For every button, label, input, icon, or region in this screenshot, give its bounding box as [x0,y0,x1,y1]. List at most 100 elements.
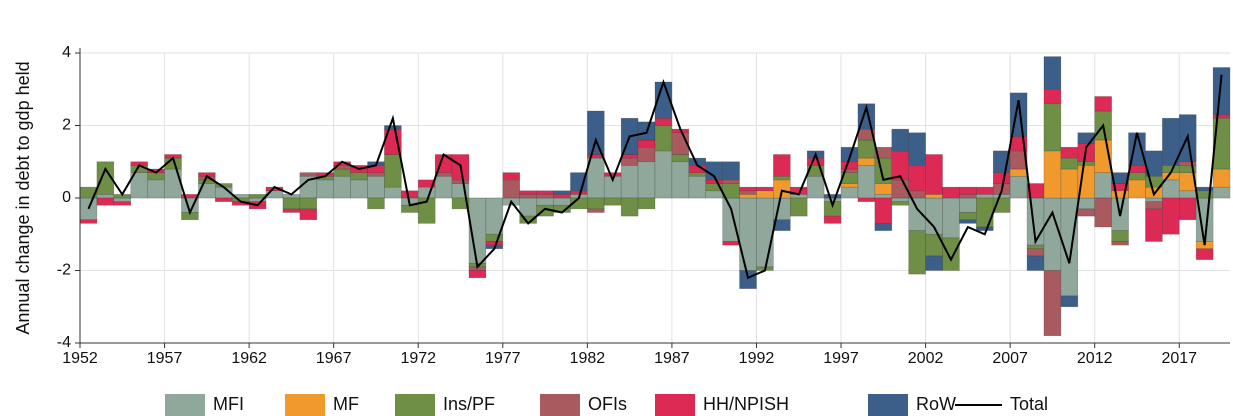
legend-swatch [165,394,205,416]
bar-segment [96,197,115,206]
bar-segment [1009,168,1028,177]
bar-segment [976,226,994,231]
y-tick-label: -4 [57,334,71,351]
legend-label: MFI [213,394,244,414]
bar-segment [739,270,757,289]
x-tick-label: 2002 [908,350,944,367]
bar-segment [756,190,774,199]
bar-segment [654,150,673,199]
bar-segment [739,194,757,199]
bar-segment [1162,197,1180,235]
bar-segment [756,197,774,268]
bar-segment [739,186,757,192]
bar-segment [722,179,740,184]
bar-segment [299,208,318,221]
bar-segment [1026,244,1045,250]
y-axis-label: Annual change in debt to gdp held [13,61,33,334]
bar-segment [1212,186,1231,199]
bar-segment [891,201,909,206]
legend-label: HH/NPISH [703,394,789,414]
bar-segment [603,172,622,177]
bar-segment [367,175,385,199]
bar-segment [823,194,842,199]
y-tick-label: -2 [57,262,71,279]
bar-segment [1077,161,1096,166]
bar-segment [620,154,639,159]
bar-segment [637,161,656,199]
bar-segment [1077,208,1096,217]
bar-segment [1043,270,1062,337]
bar-segment [1077,197,1096,210]
bar-segment [1145,208,1163,242]
bar-segment [164,168,182,199]
bar-segment [874,194,893,199]
bar-segment [401,190,419,199]
bar-segment [384,186,402,199]
legend-label: RoW [916,394,956,414]
bar-segment [705,190,723,199]
x-tick-label: 1982 [570,350,606,367]
legend-label: OFIs [588,394,627,414]
bar-segment [1162,179,1180,199]
bar-segment [299,197,318,210]
bar-segment [485,197,504,235]
x-tick-label: 1962 [231,350,267,367]
total-line [87,74,1223,280]
bar-segment [603,197,622,206]
bar-segment [1178,190,1197,199]
bar-segment [1060,168,1079,199]
bar-segment [925,194,943,199]
bar-segment [688,175,707,199]
bar-segment [147,179,165,199]
bar-segment [96,161,115,195]
bar-segment [1145,197,1163,202]
bar-segment [620,197,639,217]
bar-segment [942,186,960,199]
bar-segment [992,172,1011,184]
y-tick-label: 4 [62,44,71,61]
bar-segment [350,179,368,199]
bar-segment [722,241,740,246]
bar-segment [502,179,521,199]
bar-segment [553,190,571,195]
bar-segment [434,175,453,199]
x-tick-label: 1952 [62,350,98,367]
bar-segment [1195,248,1214,260]
bar-segment [992,194,1011,199]
bar-segment [620,157,639,166]
legend-swatch [285,394,325,416]
bar-segment [536,197,554,206]
legend-swatch [655,394,695,416]
bar-segment [1043,197,1062,271]
bar-segment [891,197,909,202]
bar-segment [1111,241,1129,246]
bar-segment [705,179,723,184]
bar-segment [502,172,521,181]
bar-segment [401,204,419,213]
legend-swatch [540,394,580,416]
bar-segment [367,197,385,210]
x-tick-label: 1957 [147,350,183,367]
bar-segment [959,194,977,199]
bar-segment [299,172,318,177]
legend-label: MF [333,394,359,414]
bar-segment [519,190,537,195]
bar-segment [1094,197,1112,228]
bar-segment [857,165,876,199]
bar-segment [316,179,334,199]
bar-segment [857,139,876,159]
bar-segment [1026,255,1045,271]
bar-segment [789,197,808,217]
y-tick-label: 0 [62,189,71,206]
bar-segment [367,172,385,177]
bar-segment [976,186,994,195]
bar-segment [214,197,233,202]
bar-segment [891,128,909,152]
bar-segment [1077,132,1096,144]
x-tick-label: 1992 [739,350,775,367]
y-tick-label: 2 [62,117,71,134]
bar-segment [1128,179,1146,199]
bar-segment [874,223,893,231]
bar-segment [925,154,943,195]
legend-label: Total [1010,394,1048,414]
